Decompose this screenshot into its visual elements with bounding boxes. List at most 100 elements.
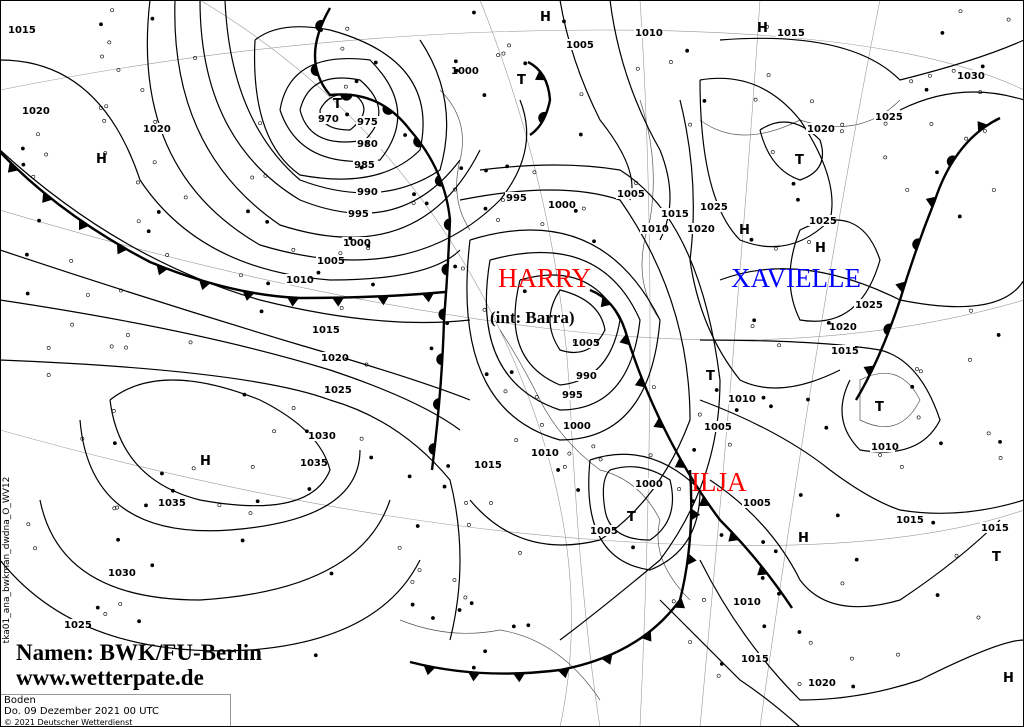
isobar-label-bg bbox=[547, 199, 572, 210]
isobar-label-bg bbox=[828, 321, 853, 332]
isobar-label: 970 bbox=[318, 114, 339, 125]
isobar-label: 1025 bbox=[855, 300, 883, 311]
station-marker bbox=[33, 546, 37, 551]
station-marker bbox=[909, 79, 914, 84]
isobar-label-bg bbox=[634, 27, 659, 38]
station-marker bbox=[719, 533, 724, 537]
station-marker bbox=[523, 61, 528, 66]
isobar-label: 990 bbox=[357, 187, 378, 198]
station-marker bbox=[591, 444, 596, 449]
occluded-front-symbol bbox=[912, 238, 921, 251]
station-marker bbox=[104, 104, 109, 109]
isobar bbox=[699, 559, 1024, 701]
cold-front-symbol bbox=[468, 672, 481, 682]
isobar-label-bg bbox=[808, 215, 833, 226]
station-marker bbox=[373, 60, 378, 65]
cold-front-symbol bbox=[242, 290, 255, 301]
station-marker bbox=[526, 623, 531, 628]
station-marker bbox=[572, 339, 577, 344]
isobar-label: 1010 bbox=[286, 275, 314, 286]
isobar bbox=[39, 499, 391, 601]
station-marker bbox=[407, 474, 412, 479]
isobar bbox=[459, 189, 691, 546]
station-marker bbox=[958, 9, 963, 14]
low-pressure-center: T bbox=[517, 73, 526, 88]
isobar-label-bg bbox=[21, 105, 46, 116]
warm-front-symbol bbox=[315, 19, 324, 32]
isobar-label: 1005 bbox=[704, 422, 732, 433]
station-marker bbox=[453, 59, 458, 64]
isobar-label: 1015 bbox=[981, 523, 1009, 534]
station-marker bbox=[489, 501, 493, 505]
station-marker bbox=[702, 98, 707, 103]
station-marker bbox=[777, 591, 781, 596]
station-marker bbox=[193, 56, 197, 60]
isobar-label: 1015 bbox=[741, 654, 769, 665]
station-marker bbox=[364, 362, 369, 367]
cold-front-symbol bbox=[698, 495, 710, 507]
occluded-front bbox=[527, 60, 552, 136]
station-marker bbox=[826, 320, 831, 325]
station-marker bbox=[677, 487, 682, 491]
cold-front-symbol bbox=[199, 279, 211, 291]
station-marker bbox=[266, 281, 271, 286]
station-marker bbox=[598, 457, 603, 462]
high-pressure-center: H bbox=[1003, 671, 1014, 686]
cold-front-symbol bbox=[116, 243, 128, 255]
station-marker bbox=[578, 132, 583, 137]
isobar-label: 985 bbox=[354, 160, 375, 171]
station-marker bbox=[415, 524, 420, 528]
station-marker bbox=[503, 389, 508, 394]
station-marker bbox=[501, 51, 506, 56]
warm-front-symbol bbox=[441, 263, 448, 276]
station-marker bbox=[102, 119, 107, 123]
station-marker bbox=[562, 19, 566, 24]
isobar-label-bg bbox=[299, 457, 324, 468]
station-marker bbox=[463, 595, 468, 600]
cold-front-symbol bbox=[42, 192, 53, 203]
pressure-centers: H H H H H H H H T T T T T T T bbox=[96, 10, 1014, 686]
station-marker bbox=[109, 344, 114, 349]
station-marker bbox=[119, 288, 123, 293]
warm-front bbox=[313, 7, 452, 471]
station-marker bbox=[80, 436, 85, 441]
isobar bbox=[466, 229, 661, 441]
station-marker bbox=[343, 84, 348, 89]
high-pressure-center: H bbox=[200, 454, 211, 469]
station-marker bbox=[896, 652, 900, 657]
high-pressure-center: H bbox=[540, 10, 551, 25]
station-marker bbox=[483, 206, 488, 211]
station-marker bbox=[265, 219, 270, 224]
cold-front-symbol bbox=[287, 297, 300, 307]
station-marker bbox=[137, 619, 141, 624]
occluded-front-symbol bbox=[535, 70, 546, 81]
station-marker bbox=[910, 384, 915, 389]
isobar bbox=[279, 58, 399, 162]
station-marker bbox=[471, 665, 476, 670]
isobar-label: 990 bbox=[576, 371, 597, 382]
station-marker bbox=[851, 684, 856, 689]
isobar-label: 1020 bbox=[321, 353, 349, 364]
station-marker bbox=[160, 471, 164, 476]
station-marker bbox=[514, 438, 519, 443]
occluded-front-symbol bbox=[863, 365, 875, 377]
station-marker bbox=[916, 415, 921, 420]
warm-front-symbol bbox=[310, 64, 319, 76]
station-marker bbox=[509, 370, 514, 375]
station-marker bbox=[808, 640, 813, 645]
station-marker bbox=[136, 180, 140, 185]
isobar-label: 1010 bbox=[871, 442, 899, 453]
isobar-label: 1015 bbox=[474, 460, 502, 471]
isobar-label-bg bbox=[703, 421, 728, 432]
cold-front-symbol bbox=[619, 333, 630, 346]
cold-front bbox=[589, 288, 793, 609]
occluded-front-symbol bbox=[925, 196, 937, 208]
station-marker bbox=[727, 442, 732, 447]
station-marker bbox=[239, 273, 243, 278]
low-pressure-center: T bbox=[706, 369, 715, 384]
station-marker bbox=[752, 318, 757, 323]
isobar-label: 1010 bbox=[635, 28, 663, 39]
isobar-label: 1000 bbox=[548, 200, 576, 211]
station-marker bbox=[397, 545, 402, 550]
isobar-label: 975 bbox=[357, 117, 378, 128]
